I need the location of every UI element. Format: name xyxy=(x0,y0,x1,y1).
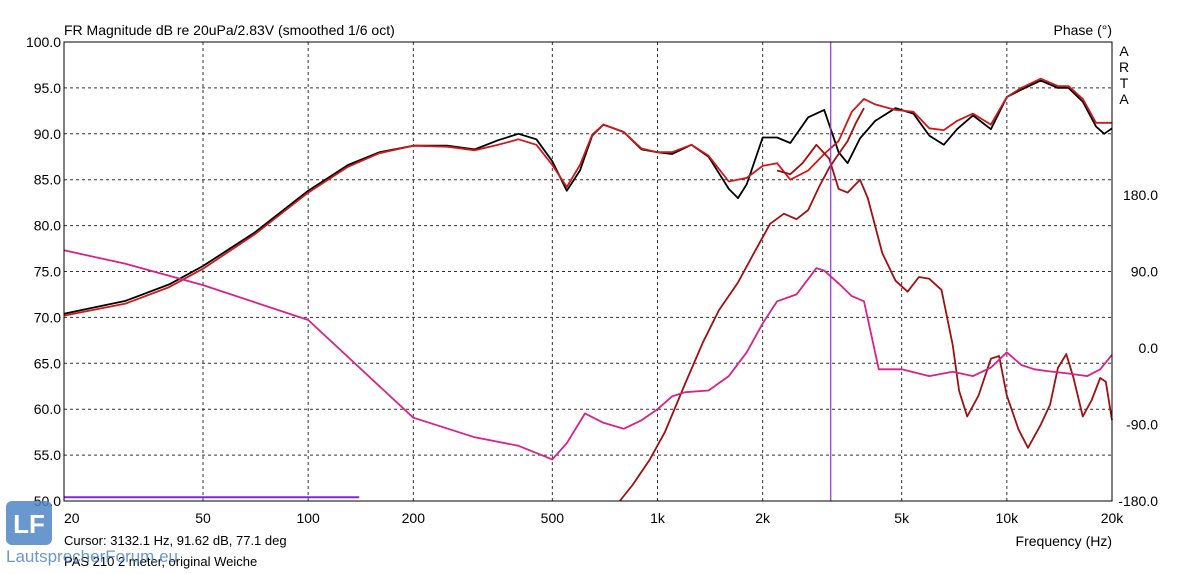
brand-letter: A xyxy=(1119,43,1129,59)
x-tick-label: 100 xyxy=(296,510,320,526)
series-line-4 xyxy=(776,143,1113,449)
phase-axis-title: Phase (°) xyxy=(1053,22,1112,38)
y-tick-label: 55.0 xyxy=(34,447,61,463)
y-tick-label: 90.0 xyxy=(34,126,61,142)
x-tick-label: 50 xyxy=(195,510,211,526)
x-tick-label: 500 xyxy=(541,510,565,526)
y2-tick-label: 0.0 xyxy=(1139,340,1159,356)
plot-frame xyxy=(63,41,1113,502)
x-tick-label: 20k xyxy=(1101,510,1125,526)
y-tick-label: 100.0 xyxy=(26,34,61,50)
gridlines xyxy=(63,41,1113,502)
series-layer xyxy=(63,77,1113,502)
cursor-readout: Cursor: 3132.1 Hz, 91.62 dB, 77.1 deg xyxy=(64,533,287,548)
curve-name: PAS 210 2 meter, original Weiche xyxy=(64,554,258,569)
forum-logo: LF xyxy=(6,501,52,545)
x-tick-label: 1k xyxy=(650,510,666,526)
x-axis-title: Frequency (Hz) xyxy=(1016,533,1112,549)
series-line-2 xyxy=(63,77,1112,317)
y2-tick-label: 90.0 xyxy=(1131,264,1158,280)
x-tick-label: 20 xyxy=(64,510,80,526)
series-line-3 xyxy=(619,107,865,502)
y-tick-label: 85.0 xyxy=(34,172,61,188)
chart-title: FR Magnitude dB re 20uPa/2.83V (smoothed… xyxy=(64,22,395,38)
y2-tick-label: 180.0 xyxy=(1123,187,1158,203)
y-tick-label: 75.0 xyxy=(34,264,61,280)
x-tick-label: 5k xyxy=(894,510,910,526)
x-tick-label: 2k xyxy=(755,510,771,526)
brand-letter: T xyxy=(1120,75,1129,91)
axis-labels: 50.055.060.065.070.075.080.085.090.095.0… xyxy=(26,34,1158,526)
y-tick-label: 80.0 xyxy=(34,218,61,234)
x-tick-label: 10k xyxy=(996,510,1020,526)
watermark: LautsprecherForum.eu xyxy=(6,547,178,566)
x-tick-label: 200 xyxy=(402,510,426,526)
brand-letter: R xyxy=(1119,59,1129,75)
brand-letter: A xyxy=(1119,91,1129,107)
y-tick-label: 70.0 xyxy=(34,309,61,325)
y2-tick-label: -180.0 xyxy=(1118,493,1158,509)
series-line-5 xyxy=(63,249,1113,461)
y-tick-label: 95.0 xyxy=(34,80,61,96)
y2-tick-label: -90.0 xyxy=(1126,417,1158,433)
y-tick-label: 65.0 xyxy=(34,355,61,371)
svg-text:LF: LF xyxy=(13,509,45,539)
series-line-1 xyxy=(63,79,1113,315)
y-tick-label: 60.0 xyxy=(34,401,61,417)
